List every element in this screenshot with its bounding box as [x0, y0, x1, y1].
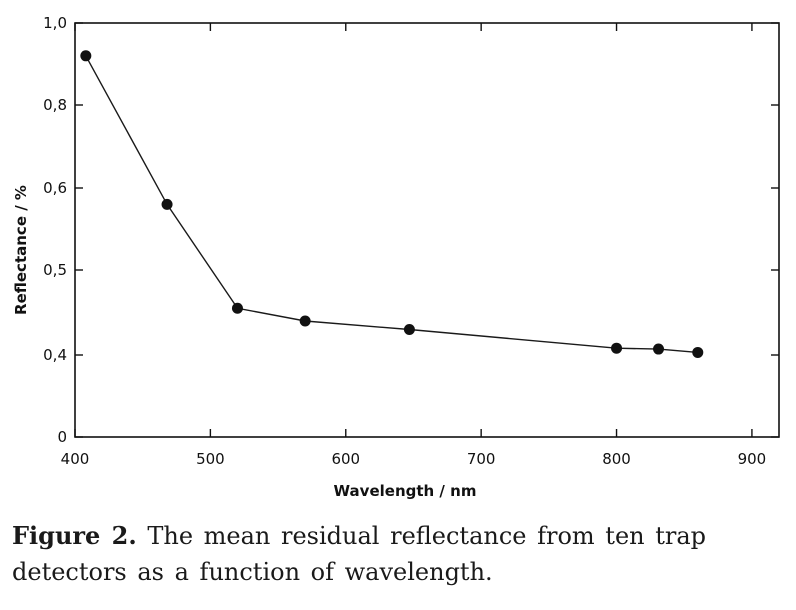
- x-axis: 400 500 600 700 800 900: [61, 23, 767, 468]
- data-point: [80, 50, 92, 62]
- y-tick-label: 0,6: [43, 179, 67, 197]
- y-tick-label: 0,4: [43, 346, 67, 364]
- figure-label: Figure 2.: [12, 521, 137, 550]
- y-tick-label: 0,5: [43, 261, 67, 279]
- reflectance-chart: 400 500 600 700 800 900 0 0,4 0,5 0,6 0,8 1,0 Wave…: [12, 14, 780, 500]
- y-tick-label: 0: [57, 428, 67, 446]
- data-point: [403, 324, 415, 335]
- x-tick-label: 500: [196, 450, 225, 468]
- y-tick-label: 0,8: [43, 96, 67, 114]
- caption-text: The mean residual reflectance from ten t…: [12, 522, 707, 586]
- y-axis-title: Reflectance / %: [12, 185, 30, 315]
- x-axis-title: Wavelength / nm: [334, 482, 477, 500]
- data-point: [299, 315, 311, 327]
- y-axis: 0 0,4 0,5 0,6 0,8 1,0: [43, 14, 779, 446]
- x-tick-label: 700: [467, 450, 496, 468]
- data-markers: [80, 50, 704, 358]
- figure-caption: Figure 2. The mean residual reflectance …: [12, 518, 782, 590]
- y-tick-label: 1,0: [43, 14, 67, 32]
- plot-frame: [74, 22, 780, 438]
- series-line: [85, 55, 698, 354]
- x-tick-label: 900: [738, 450, 767, 468]
- x-tick-label: 800: [602, 450, 631, 468]
- data-point: [231, 302, 243, 314]
- data-point: [161, 198, 173, 210]
- x-tick-label: 600: [331, 450, 360, 468]
- data-point: [653, 343, 665, 355]
- data-point: [692, 346, 704, 358]
- data-point: [611, 342, 623, 354]
- x-tick-label: 400: [61, 450, 90, 468]
